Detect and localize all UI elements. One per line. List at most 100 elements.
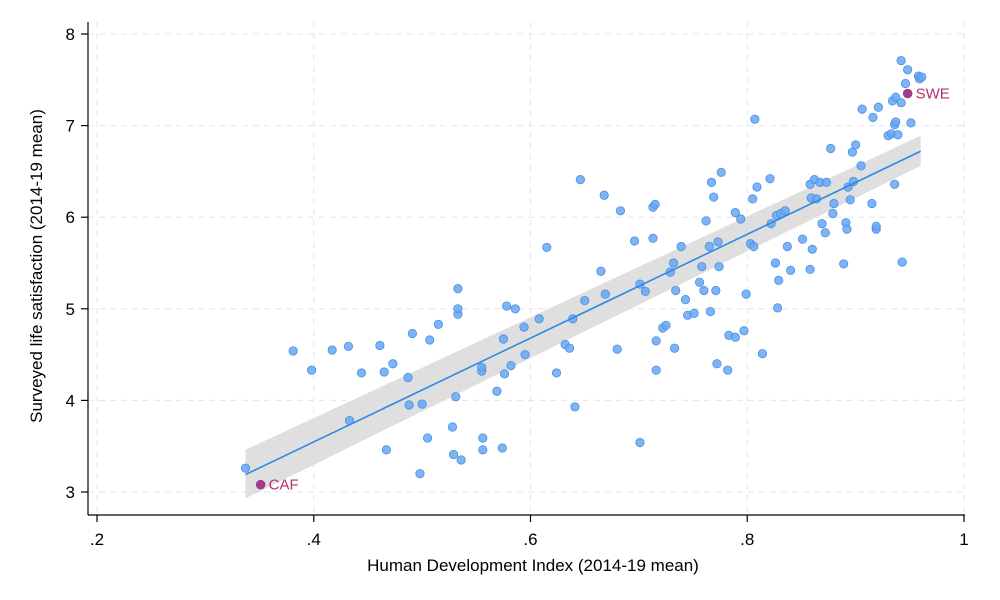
scatter-point-66 xyxy=(670,343,680,353)
scatter-point-122 xyxy=(839,259,849,269)
x-tick-label-2: .6 xyxy=(523,530,537,549)
scatter-point-49 xyxy=(599,190,609,200)
scatter-point-9 xyxy=(381,445,391,455)
scatter-point-13 xyxy=(407,328,417,339)
x-axis-label: Human Development Index (2014-19 mean) xyxy=(367,556,699,575)
scatter-point-29 xyxy=(478,433,488,443)
scatter-point-51 xyxy=(612,344,622,354)
scatter-point-146 xyxy=(896,55,906,66)
scatter-point-78 xyxy=(706,177,717,187)
scatter-point-103 xyxy=(774,275,784,286)
scatter-point-2 xyxy=(306,365,317,375)
x-axis-ticks: .2 .4 .6 .8 1 xyxy=(90,515,969,549)
scatter-point-81 xyxy=(712,359,722,369)
scatter-point-16 xyxy=(422,433,433,443)
scatter-point-57 xyxy=(648,233,658,243)
scatter-point-116 xyxy=(817,219,827,229)
scatter-point-130 xyxy=(856,161,866,171)
grid-lines xyxy=(88,22,965,515)
scatter-point-54 xyxy=(635,437,645,448)
x-tick-label-1: .4 xyxy=(307,530,321,549)
scatter-point-118 xyxy=(821,177,831,187)
scatter-point-135 xyxy=(871,221,881,231)
scatter-point-129 xyxy=(851,140,861,150)
scatter-point-59 xyxy=(650,199,660,209)
scatter-point-143 xyxy=(891,92,901,102)
scatter-point-95 xyxy=(748,194,758,204)
scatter-point-126 xyxy=(845,195,855,205)
scatter-point-40 xyxy=(542,242,552,253)
scatter-point-132 xyxy=(867,198,877,209)
scatter-point-82 xyxy=(713,237,723,247)
highlight-label-swe: SWE xyxy=(916,86,950,103)
scatter-point-31 xyxy=(497,443,507,453)
scatter-point-32 xyxy=(498,334,509,344)
scatter-point-80 xyxy=(711,285,721,296)
scatter-point-50 xyxy=(600,289,610,299)
scatter-point-0 xyxy=(240,463,251,473)
scatter-point-24 xyxy=(453,284,463,294)
y-axis-label: Surveyed life satisfaction (2014-19 mean… xyxy=(27,109,46,423)
scatter-point-6 xyxy=(356,368,367,378)
highlight-point-caf xyxy=(255,479,266,490)
scatter-point-56 xyxy=(640,286,650,296)
scatter-point-105 xyxy=(780,206,790,216)
scatter-point-7 xyxy=(375,340,385,351)
scatter-point-76 xyxy=(704,241,714,252)
scatter-point-88 xyxy=(730,208,740,218)
scatter-points xyxy=(240,55,927,479)
scatter-point-106 xyxy=(782,241,792,252)
scatter-point-71 xyxy=(689,308,699,318)
scatter-point-33 xyxy=(499,369,510,379)
scatter-point-19 xyxy=(447,422,458,432)
y-tick-label-1: 4 xyxy=(66,391,75,410)
scatter-point-65 xyxy=(668,258,679,268)
scatter-point-60 xyxy=(651,365,661,375)
fit-line xyxy=(245,150,921,476)
scatter-point-25 xyxy=(456,455,466,465)
scatter-point-150 xyxy=(906,118,916,128)
scatter-point-34 xyxy=(502,301,512,311)
x-tick-label-3: .8 xyxy=(740,530,754,549)
scatter-point-45 xyxy=(570,402,580,412)
scatter-point-37 xyxy=(519,322,529,332)
scatter-point-133 xyxy=(868,112,878,122)
scatter-point-39 xyxy=(534,314,544,324)
scatter-point-4 xyxy=(343,341,354,351)
scatter-point-84 xyxy=(716,167,726,177)
scatter-point-30 xyxy=(492,386,502,396)
scatter-point-41 xyxy=(551,368,562,378)
scatter-point-94 xyxy=(750,114,760,124)
scatter-point-69 xyxy=(680,295,691,305)
scatter-point-83 xyxy=(714,262,724,272)
scatter-point-73 xyxy=(697,262,707,272)
scatter-point-12 xyxy=(404,400,414,410)
highlighted-points: CAF SWE xyxy=(255,86,950,494)
scatter-point-53 xyxy=(629,236,640,246)
scatter-point-15 xyxy=(417,399,427,409)
scatter-point-97 xyxy=(757,349,768,359)
x-tick-label-0: .2 xyxy=(90,530,104,549)
y-axis-ticks: 3 4 5 6 7 8 xyxy=(66,25,88,502)
scatter-point-18 xyxy=(433,319,443,329)
scatter-point-17 xyxy=(425,335,435,345)
scatter-point-43 xyxy=(564,343,575,353)
scatter-point-79 xyxy=(709,192,719,202)
scatter-point-142 xyxy=(891,117,901,127)
x-tick-label-4: 1 xyxy=(959,530,968,549)
scatter-point-21 xyxy=(451,392,461,402)
scatter-point-74 xyxy=(699,285,709,296)
scatter-point-148 xyxy=(900,78,911,89)
highlight-label-caf: CAF xyxy=(269,477,299,494)
scatter-point-153 xyxy=(917,72,927,82)
scatter-point-1 xyxy=(288,346,298,356)
axes xyxy=(87,22,965,516)
scatter-point-68 xyxy=(676,241,686,252)
scatter-point-47 xyxy=(580,295,590,306)
scatter-point-136 xyxy=(873,102,883,112)
scatter-point-48 xyxy=(596,266,606,276)
scatter-point-36 xyxy=(510,304,520,314)
scatter-point-98 xyxy=(765,174,775,184)
scatter-point-120 xyxy=(828,208,838,219)
